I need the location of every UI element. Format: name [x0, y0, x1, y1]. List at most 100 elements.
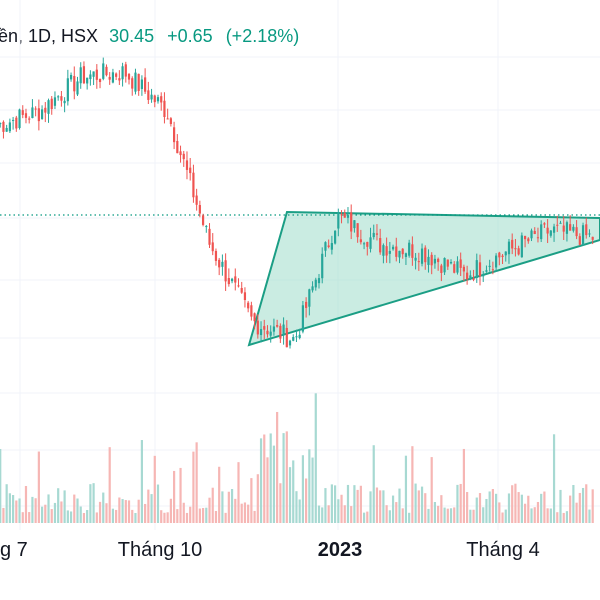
volume-bar [453, 507, 456, 523]
candle-body [443, 258, 446, 273]
volume-bar [211, 487, 214, 523]
volume-bars [0, 393, 594, 523]
volume-bar [498, 502, 501, 523]
candle-body [334, 230, 337, 244]
candle-body [498, 252, 501, 258]
volume-bar [398, 488, 401, 523]
volume-bar [5, 484, 8, 523]
candle-body [230, 278, 234, 282]
volume-bar [269, 433, 272, 523]
candle-body [166, 118, 169, 120]
volume-bar [520, 494, 523, 523]
volume-bar [317, 505, 321, 523]
volume-bar [47, 494, 50, 523]
volume-bar [259, 438, 263, 523]
candle-body [530, 230, 533, 239]
candle-body [385, 246, 388, 256]
candle-body [536, 237, 540, 239]
volume-bar [343, 505, 346, 523]
volume-bar [227, 491, 230, 523]
volume-bar [156, 484, 160, 523]
volume-bar [414, 483, 417, 523]
candle-body [288, 340, 292, 346]
volume-bar [237, 462, 240, 523]
candle-body [372, 232, 375, 238]
candle-body [478, 262, 482, 277]
last-price: 30.45 [109, 26, 155, 46]
volume-bar [530, 508, 533, 523]
volume-bar [214, 511, 218, 523]
volume-bar [543, 491, 546, 523]
candle-body [69, 74, 73, 80]
volume-bar [40, 506, 44, 523]
candle-body [47, 100, 50, 114]
candle-body [189, 167, 192, 174]
candle-body [362, 243, 366, 245]
candle-body [546, 227, 549, 234]
candle-body [514, 248, 517, 250]
candle-body [491, 269, 494, 271]
volume-bar [95, 512, 98, 523]
candle-body [408, 242, 411, 256]
volume-bar [485, 498, 488, 523]
candle-body [44, 107, 47, 113]
volume-bar [337, 499, 340, 523]
volume-bar [459, 483, 462, 523]
volume-bar [546, 508, 549, 523]
volume-bar [369, 491, 372, 523]
volume-bar [76, 498, 79, 523]
candle-body [92, 71, 95, 77]
volume-bar [372, 445, 375, 523]
candle-body [256, 320, 259, 335]
candle-body [179, 151, 182, 156]
volume-bar [189, 506, 192, 523]
candle-body [201, 215, 205, 225]
volume-bar [131, 509, 134, 523]
x-axis-label: Tháng 4 [466, 539, 539, 561]
candle-body [401, 248, 404, 255]
volume-bar [408, 512, 411, 523]
candle-body [305, 301, 308, 308]
volume-bar [495, 493, 498, 523]
candle-body [234, 276, 237, 283]
volume-bar [205, 507, 208, 523]
candle-body [340, 214, 343, 216]
volume-bar [92, 483, 95, 523]
volume-bar [147, 489, 150, 523]
volume-bar [472, 509, 475, 523]
candle-body [404, 253, 408, 257]
candle-body [98, 79, 102, 83]
volume-bar [2, 507, 5, 523]
volume-bar [549, 508, 552, 523]
volume-bar [34, 498, 37, 523]
volume-bar [575, 502, 578, 523]
volume-bar [21, 512, 24, 523]
volume-bar [585, 484, 588, 523]
candle-body [15, 117, 18, 129]
candle-body [253, 313, 256, 322]
volume-bar [137, 499, 140, 523]
volume-bar [66, 510, 69, 523]
candle-body [523, 235, 527, 240]
volume-bar [263, 434, 266, 523]
volume-bar [234, 498, 237, 523]
volume-bar [572, 485, 575, 523]
candle-body [259, 329, 263, 336]
candle-body [137, 73, 140, 91]
candle-body [559, 222, 562, 224]
candle-body [433, 258, 437, 264]
candle-body [581, 225, 585, 246]
volume-bar [536, 501, 540, 523]
candle-body [411, 244, 414, 258]
volume-bar [478, 493, 482, 523]
volume-bar [401, 508, 404, 523]
candle-body [295, 336, 298, 338]
volume-bar [504, 509, 507, 523]
candle-body [263, 326, 266, 330]
candle-body [21, 110, 24, 115]
candle-body [0, 122, 2, 125]
candle-body [565, 222, 569, 234]
volume-bar [140, 440, 143, 523]
volume-bar [540, 493, 543, 523]
